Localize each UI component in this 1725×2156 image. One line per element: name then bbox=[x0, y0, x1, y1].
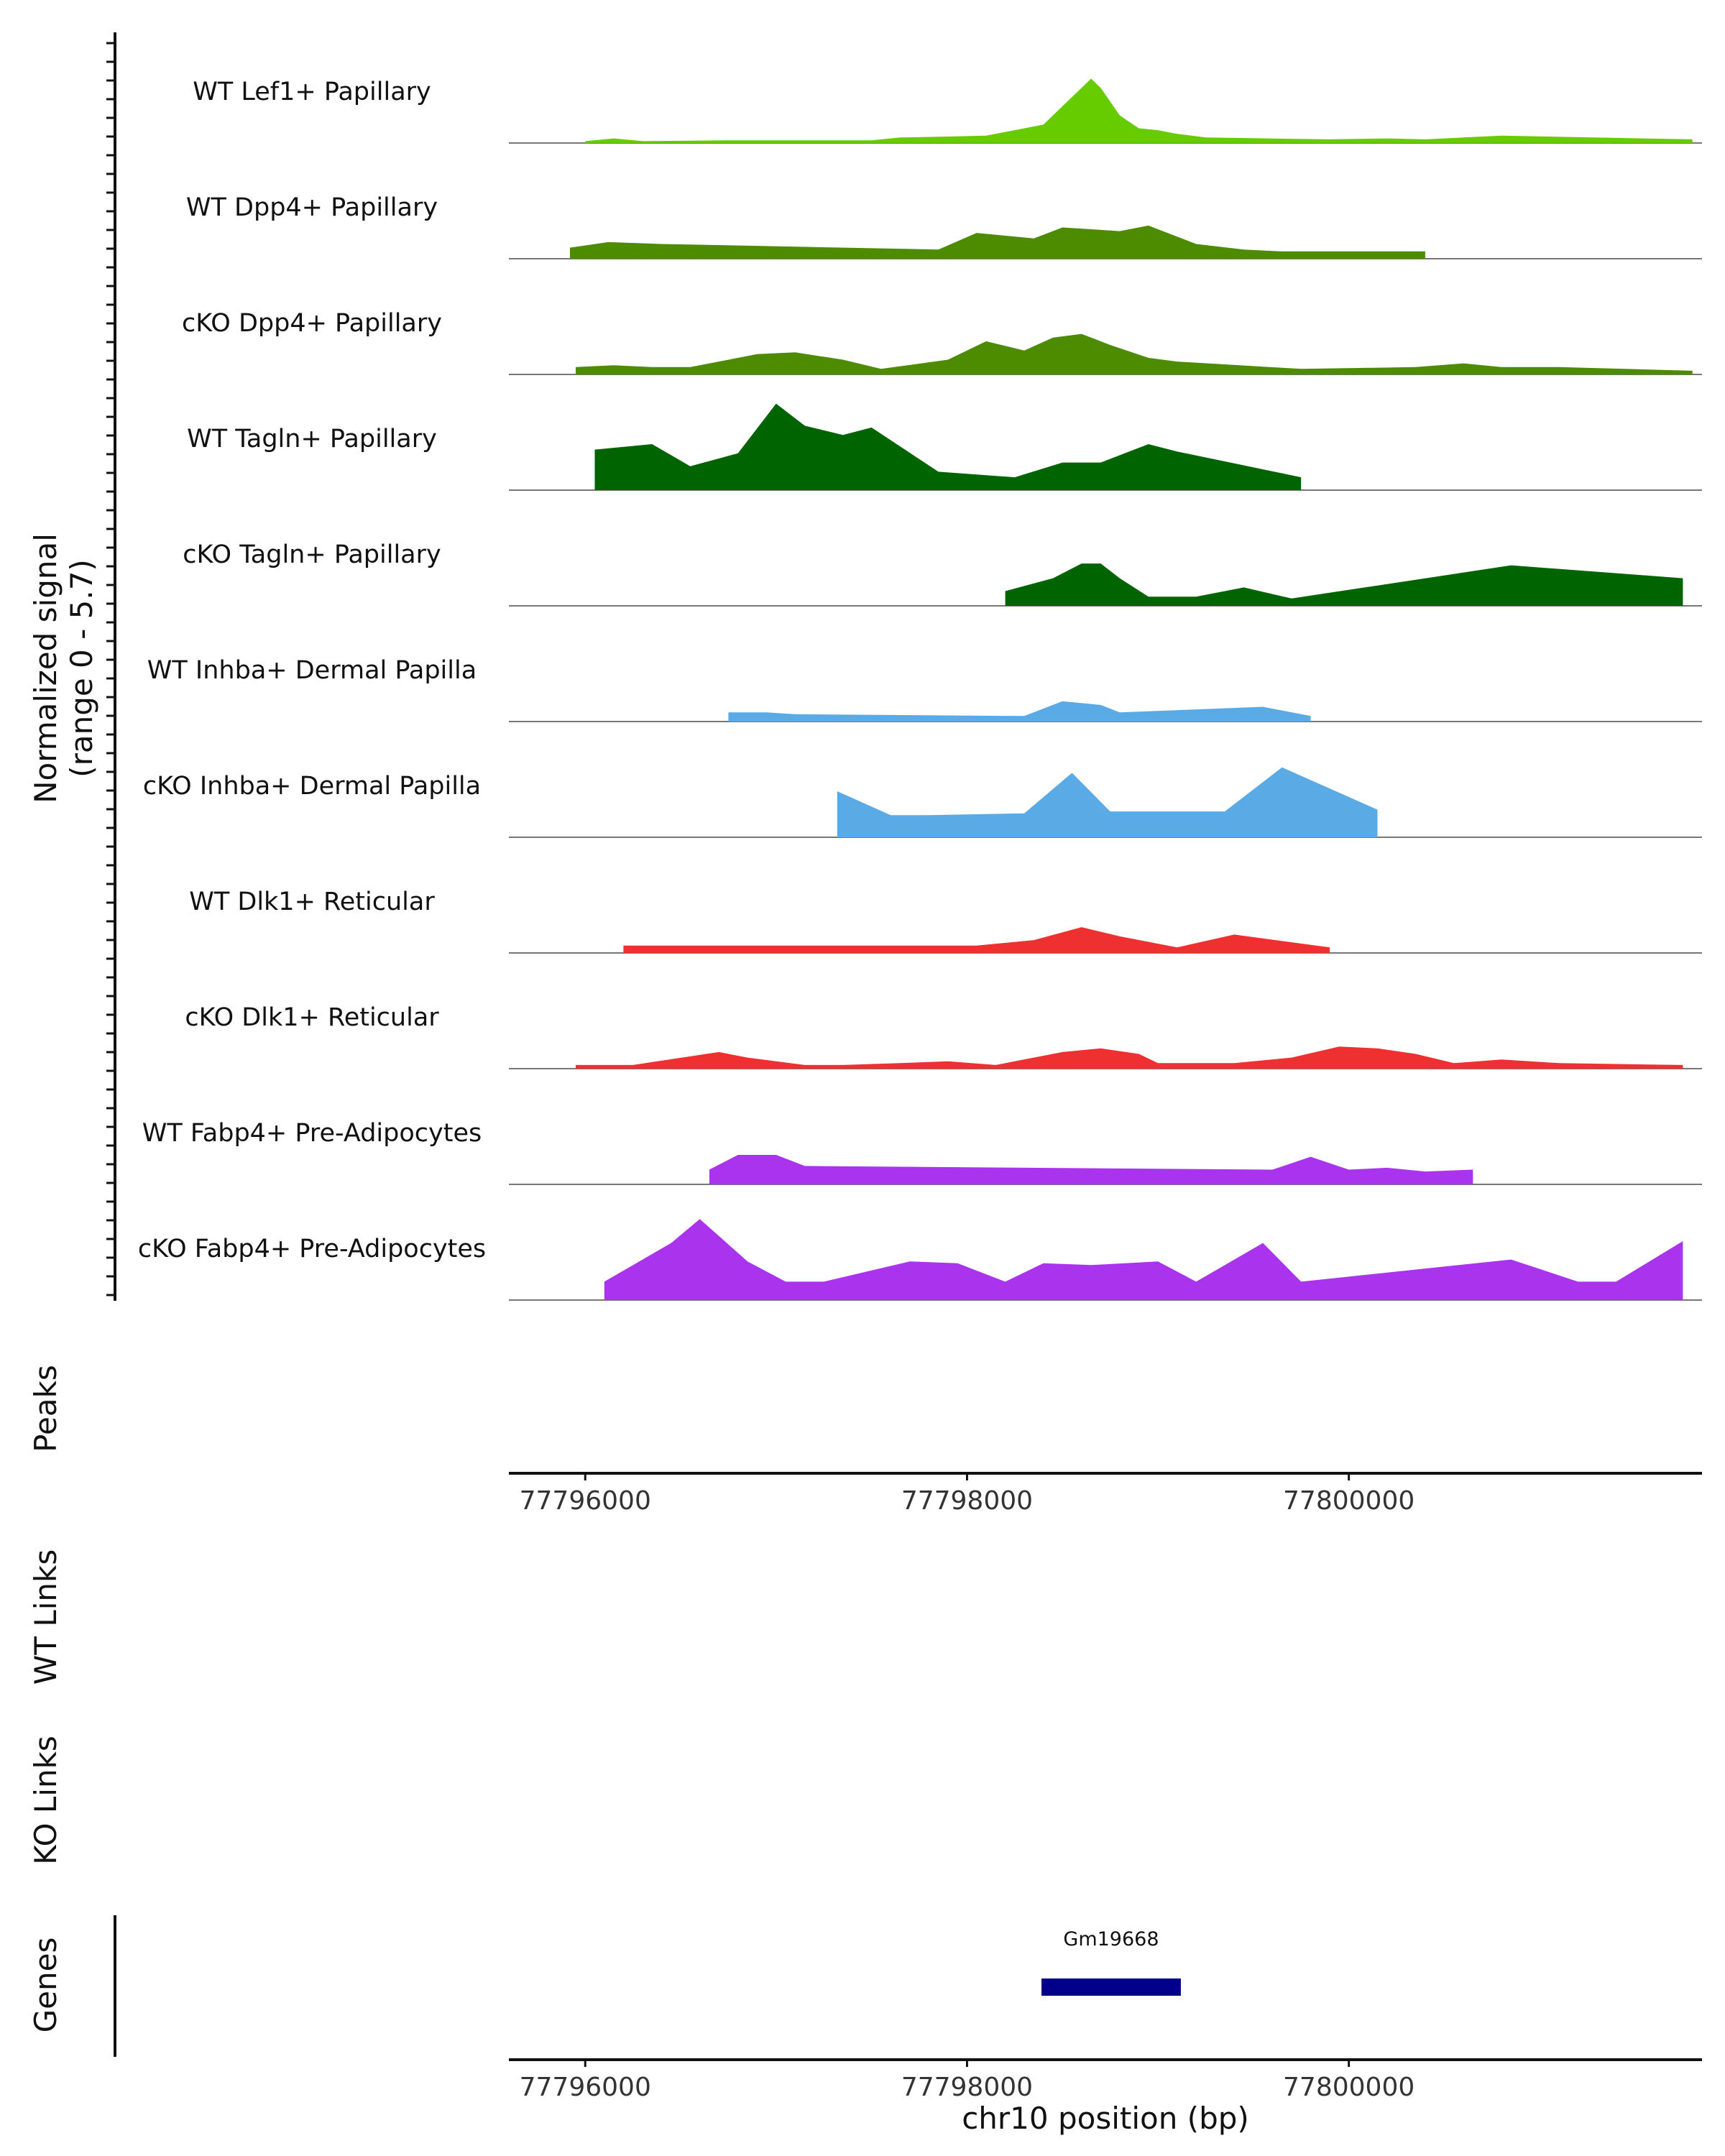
track-signal-area bbox=[837, 767, 1378, 837]
track-signal-area bbox=[576, 1046, 1683, 1069]
track-signal-area bbox=[594, 403, 1302, 490]
track-signal-area bbox=[623, 927, 1330, 953]
track-8: cKO Dlk1+ Reticular bbox=[185, 1003, 1702, 1069]
track-signal-area bbox=[570, 225, 1425, 259]
track-signal-area bbox=[585, 78, 1693, 143]
track-signal-area bbox=[709, 1155, 1473, 1184]
genes-panel-label: Genes bbox=[28, 1938, 63, 2033]
x-tick-label: 77800000 bbox=[1283, 1486, 1414, 1516]
gene-body bbox=[1041, 1978, 1181, 1996]
track-signal-area bbox=[1005, 563, 1683, 606]
track-label: cKO Dpp4+ Papillary bbox=[182, 309, 442, 338]
y-axis-range-label: (range 0 - 5.7) bbox=[64, 559, 99, 778]
y-axis-label: Normalized signal bbox=[28, 533, 63, 803]
track-6: cKO Inhba+ Dermal Papilla bbox=[143, 767, 1702, 838]
track-signal-area bbox=[728, 701, 1311, 722]
peaks-panel-label: Peaks bbox=[28, 1365, 63, 1452]
gene-track: Gm19668 bbox=[1041, 1928, 1181, 1996]
track-1: WT Dpp4+ Papillary bbox=[186, 193, 1702, 259]
track-label: WT Lef1+ Papillary bbox=[193, 78, 431, 106]
track-label: cKO Tagln+ Papillary bbox=[183, 540, 441, 569]
track-label: WT Fabp4+ Pre-Adipocytes bbox=[142, 1119, 482, 1148]
track-label: WT Dpp4+ Papillary bbox=[186, 193, 438, 222]
x-tick-label: 77796000 bbox=[520, 2073, 651, 2102]
ko-links-panel-label: KO Links bbox=[28, 1736, 63, 1865]
track-2: cKO Dpp4+ Papillary bbox=[182, 309, 1702, 375]
track-9: WT Fabp4+ Pre-Adipocytes bbox=[142, 1119, 1702, 1185]
y-axis-title: Normalized signal (range 0 - 5.7) bbox=[28, 533, 99, 803]
track-10: cKO Fabp4+ Pre-Adipocytes bbox=[138, 1219, 1702, 1301]
track-label: cKO Dlk1+ Reticular bbox=[185, 1003, 439, 1032]
track-signal-area bbox=[604, 1219, 1683, 1300]
track-label: WT Inhba+ Dermal Papilla bbox=[147, 656, 477, 685]
track-5: WT Inhba+ Dermal Papilla bbox=[147, 656, 1702, 722]
signal-axis-ticks bbox=[106, 42, 115, 1296]
x-tick-label: 77800000 bbox=[1283, 2073, 1414, 2102]
track-label: WT Dlk1+ Reticular bbox=[189, 888, 435, 916]
track-3: WT Tagln+ Papillary bbox=[187, 403, 1702, 491]
genes-x-axis: 77796000 77798000 77800000 bbox=[520, 2060, 1414, 2102]
wt-links-panel-label: WT Links bbox=[28, 1549, 63, 1685]
track-label: cKO Inhba+ Dermal Papilla bbox=[143, 772, 481, 801]
track-7: WT Dlk1+ Reticular bbox=[189, 888, 1702, 954]
x-axis-title: chr10 position (bp) bbox=[962, 2101, 1249, 2136]
track-4: cKO Tagln+ Papillary bbox=[183, 540, 1702, 607]
track-label: WT Tagln+ Papillary bbox=[187, 425, 437, 453]
signal-tracks: WT Lef1+ Papillary WT Dpp4+ Papillary cKO … bbox=[138, 78, 1702, 1301]
track-0: WT Lef1+ Papillary bbox=[193, 78, 1702, 144]
track-signal-area bbox=[576, 333, 1693, 374]
x-tick-label: 77798000 bbox=[901, 1486, 1033, 1516]
x-tick-label: 77798000 bbox=[901, 2073, 1033, 2102]
peaks-x-axis: 77796000 77798000 77800000 bbox=[520, 1473, 1414, 1516]
x-tick-label: 77796000 bbox=[520, 1486, 651, 1516]
gene-label: Gm19668 bbox=[1063, 1928, 1159, 1950]
track-label: cKO Fabp4+ Pre-Adipocytes bbox=[138, 1235, 486, 1263]
